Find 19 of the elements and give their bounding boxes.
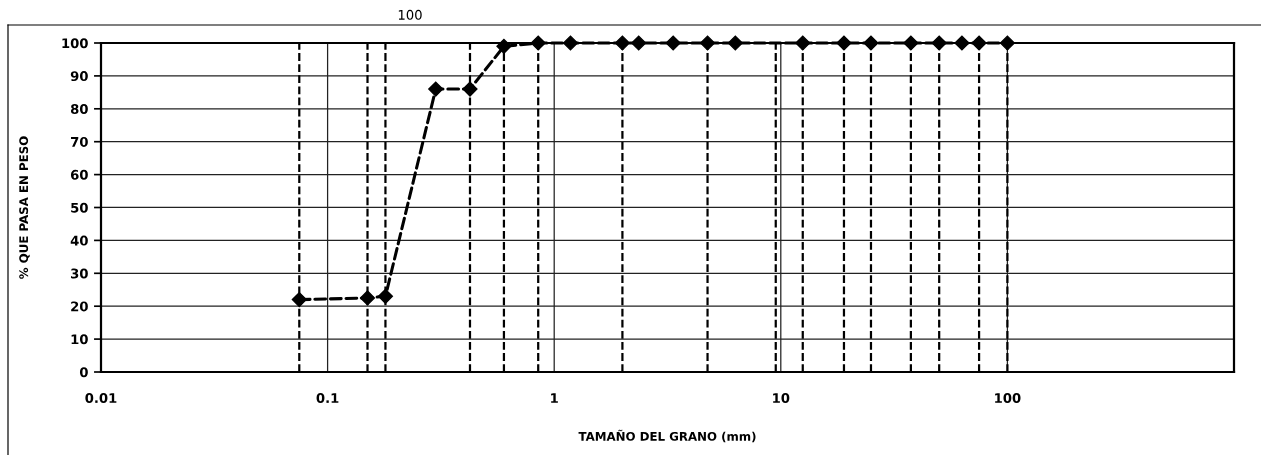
y-tick-label: 40 bbox=[70, 235, 88, 246]
x-tick-label: 100 bbox=[995, 393, 1021, 404]
x-tick-label: 1 bbox=[551, 393, 558, 403]
y-tick-label: 20 bbox=[71, 301, 88, 312]
text: 100 bbox=[398, 9, 422, 20]
y-tick-label: 60 bbox=[70, 169, 88, 180]
y-tick-label: 80 bbox=[70, 104, 88, 114]
y-tick-label: 10 bbox=[71, 334, 88, 345]
x-tick-label: 0.1 bbox=[316, 393, 339, 404]
y-tick-label: 0 bbox=[79, 367, 88, 378]
y-tick-label: 100 bbox=[62, 38, 88, 49]
y-tick-label: 70 bbox=[71, 136, 88, 147]
x-tick-label: 10 bbox=[773, 393, 790, 404]
y-tick-label: 90 bbox=[70, 71, 88, 82]
y-tick-label: 50 bbox=[71, 202, 88, 213]
y-axis-title: % QUE PASA EN PESO bbox=[19, 136, 30, 279]
x-tick-label: 0.01 bbox=[85, 393, 117, 404]
y-tick-label: 30 bbox=[71, 268, 88, 279]
x-axis-title: TAMAÑO DEL GRANO (mm) bbox=[578, 429, 756, 443]
